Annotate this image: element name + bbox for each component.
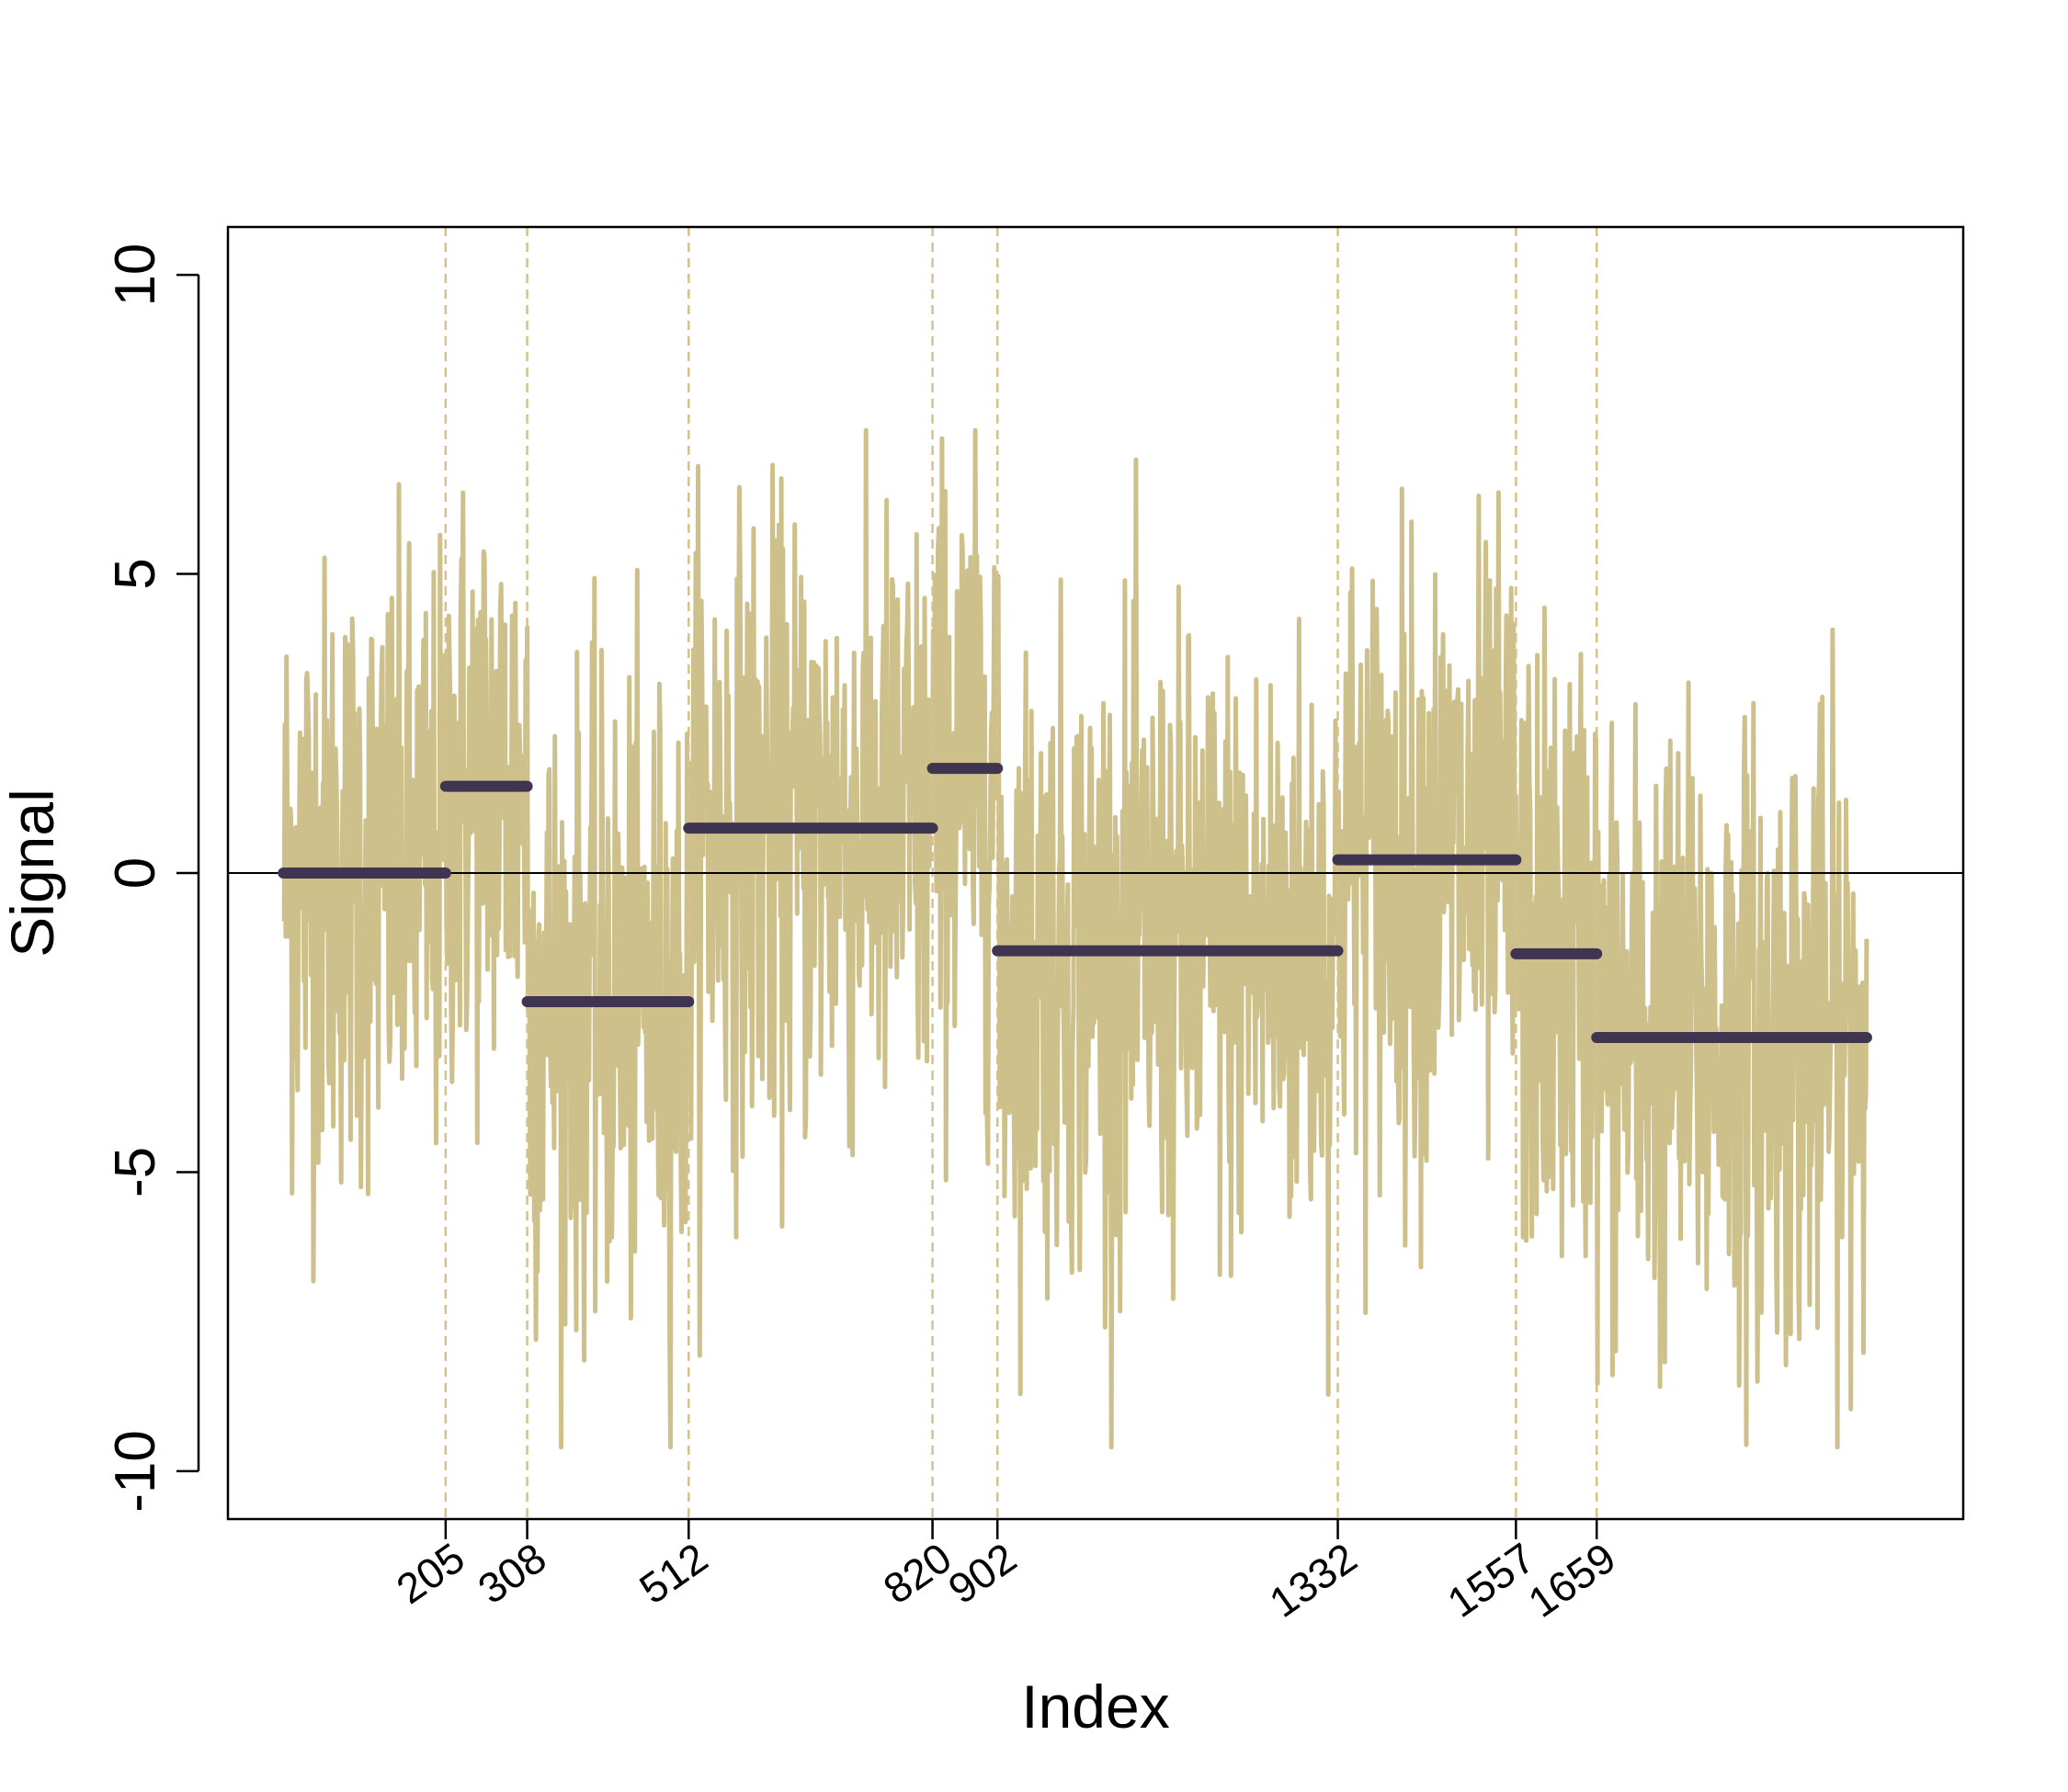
plot-frame xyxy=(226,225,1965,1521)
segment-means xyxy=(278,763,1872,1044)
x-tick-label: 205 xyxy=(388,1534,473,1614)
x-tick-label: 1332 xyxy=(1261,1534,1366,1627)
x-tick-label: 1557 xyxy=(1438,1534,1543,1627)
y-tick-label: -5 xyxy=(104,1147,167,1197)
y-tick-label: -10 xyxy=(104,1430,167,1513)
x-tick-label: 512 xyxy=(631,1534,716,1614)
y-tick-label: 0 xyxy=(104,857,167,889)
x-tick-label: 1659 xyxy=(1519,1534,1624,1627)
y-tick-label: 10 xyxy=(104,244,167,307)
x-tick-label: 902 xyxy=(939,1534,1025,1614)
x-tick-label: 308 xyxy=(470,1534,555,1614)
y-axis-label: Signal xyxy=(0,788,66,957)
signal-series xyxy=(281,427,1869,1450)
y-axis: 10 5 0 -5 -10 xyxy=(104,244,200,1513)
x-axis-label: Index xyxy=(1021,1673,1169,1741)
signal-line xyxy=(281,427,1869,1450)
y-tick-label: 5 xyxy=(104,558,167,589)
